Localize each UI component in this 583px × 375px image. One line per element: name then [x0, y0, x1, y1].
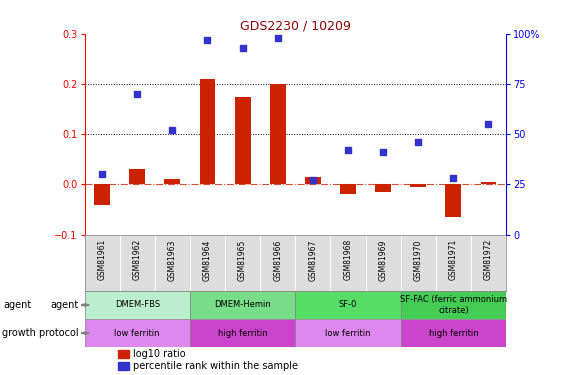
Bar [375, 184, 391, 192]
Text: high ferritin: high ferritin [429, 328, 478, 338]
Text: SF-0: SF-0 [339, 300, 357, 309]
Point [343, 147, 353, 153]
Bar [85, 319, 190, 347]
Point [308, 177, 318, 183]
Bar [445, 184, 461, 217]
Text: GSM81961: GSM81961 [97, 239, 107, 280]
Text: GSM81962: GSM81962 [133, 239, 142, 280]
Point [413, 139, 423, 145]
Text: SF-FAC (ferric ammonium
citrate): SF-FAC (ferric ammonium citrate) [400, 295, 507, 315]
Text: GSM81966: GSM81966 [273, 239, 282, 280]
Text: GSM81968: GSM81968 [343, 239, 353, 280]
Bar [164, 179, 180, 184]
Point [132, 91, 142, 97]
Text: GSM81967: GSM81967 [308, 239, 317, 280]
Point [97, 171, 107, 177]
Bar [480, 182, 496, 184]
Text: DMEM-FBS: DMEM-FBS [115, 300, 160, 309]
Bar [94, 184, 110, 204]
Bar [340, 184, 356, 195]
Text: high ferritin: high ferritin [218, 328, 268, 338]
Text: log10 ratio: log10 ratio [133, 349, 185, 358]
Bar [295, 291, 401, 319]
Text: GSM81965: GSM81965 [238, 239, 247, 280]
Text: DMEM-Hemin: DMEM-Hemin [214, 300, 271, 309]
Point [378, 149, 388, 155]
Bar [190, 291, 295, 319]
Text: GSM81969: GSM81969 [378, 239, 388, 280]
Bar [295, 319, 401, 347]
Bar [129, 170, 145, 184]
Text: low ferritin: low ferritin [114, 328, 160, 338]
Text: agent: agent [3, 300, 31, 310]
Bar [305, 177, 321, 184]
Bar [410, 184, 426, 187]
Text: low ferritin: low ferritin [325, 328, 371, 338]
Bar [235, 96, 251, 184]
Text: growth protocol: growth protocol [2, 328, 79, 338]
Text: agent: agent [51, 300, 79, 310]
Text: GSM81972: GSM81972 [484, 239, 493, 280]
Point [238, 45, 247, 51]
Bar [401, 291, 506, 319]
Bar [270, 84, 286, 184]
Text: GSM81963: GSM81963 [168, 239, 177, 280]
Bar [199, 79, 215, 184]
Point [449, 176, 458, 181]
Text: percentile rank within the sample: percentile rank within the sample [133, 361, 298, 371]
Text: GSM81970: GSM81970 [414, 239, 423, 280]
Text: GSM81971: GSM81971 [449, 239, 458, 280]
Point [484, 121, 493, 127]
Point [168, 127, 177, 133]
Text: GSM81964: GSM81964 [203, 239, 212, 280]
Bar [85, 291, 190, 319]
Bar [118, 362, 129, 370]
Point [203, 37, 212, 43]
Bar [401, 319, 506, 347]
Bar [190, 319, 295, 347]
Bar [118, 350, 129, 358]
Title: GDS2230 / 10209: GDS2230 / 10209 [240, 20, 351, 33]
Point [273, 35, 282, 41]
